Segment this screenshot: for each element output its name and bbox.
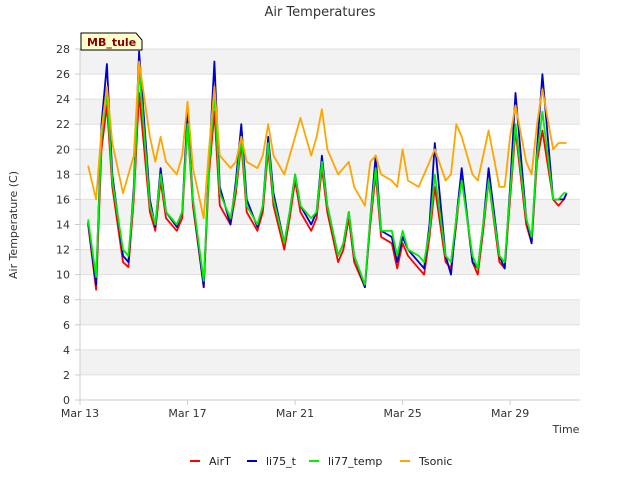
x-tick-label: Mar 13: [61, 407, 99, 420]
site-label-background: [80, 32, 143, 51]
plot-band: [80, 249, 580, 275]
legend-label: li77_temp: [328, 455, 382, 468]
plot-band: [80, 324, 580, 350]
legend-label: AirT: [209, 455, 231, 468]
y-tick-label: 16: [56, 193, 70, 206]
series-line-tsonic: [87, 60, 567, 220]
x-tick-label: Mar 21: [276, 407, 314, 420]
legend-label: Tsonic: [418, 455, 452, 468]
plot-band: [80, 374, 580, 400]
y-tick-label: 20: [56, 143, 70, 156]
x-axis-label: Time: [552, 423, 580, 436]
y-tick-label: 18: [56, 168, 70, 181]
y-tick-label: 0: [63, 394, 70, 407]
plot-band: [80, 99, 580, 125]
y-tick-label: 4: [63, 344, 70, 357]
y-tick-label: 28: [56, 43, 70, 56]
plot-band: [80, 299, 580, 325]
x-tick-label: Mar 17: [168, 407, 206, 420]
y-tick-label: 26: [56, 68, 70, 81]
y-tick-label: 2: [63, 369, 70, 382]
site-label-box: MB_tule: [80, 32, 143, 51]
plot-band: [80, 349, 580, 375]
legend-label: li75_t: [266, 455, 297, 468]
series-lines: [87, 50, 568, 291]
plot-band: [80, 124, 580, 150]
y-tick-label: 8: [63, 294, 70, 307]
y-tick-label: 12: [56, 244, 70, 257]
legend: AirT li75_t li77_temp Tsonic: [190, 455, 452, 468]
y-tick-label: 14: [56, 219, 70, 232]
y-tick-label: 24: [56, 93, 70, 106]
y-tick-label: 22: [56, 118, 70, 131]
plot-bands: [80, 49, 580, 400]
series-line-li77-temp: [87, 66, 567, 286]
y-tick-label: 6: [63, 319, 70, 332]
x-tick-label: Mar 25: [383, 407, 421, 420]
x-ticks: Mar 13 Mar 17 Mar 21 Mar 25 Mar 29: [61, 400, 529, 420]
y-axis-label: Air Temperature (C): [7, 171, 20, 279]
x-tick-label: Mar 29: [491, 407, 529, 420]
plot-band: [80, 74, 580, 100]
site-label: MB_tule: [87, 36, 136, 49]
plot-band: [80, 274, 580, 300]
plot-band: [80, 49, 580, 75]
y-tick-label: 10: [56, 269, 70, 282]
chart-title: Air Temperatures: [264, 5, 375, 20]
